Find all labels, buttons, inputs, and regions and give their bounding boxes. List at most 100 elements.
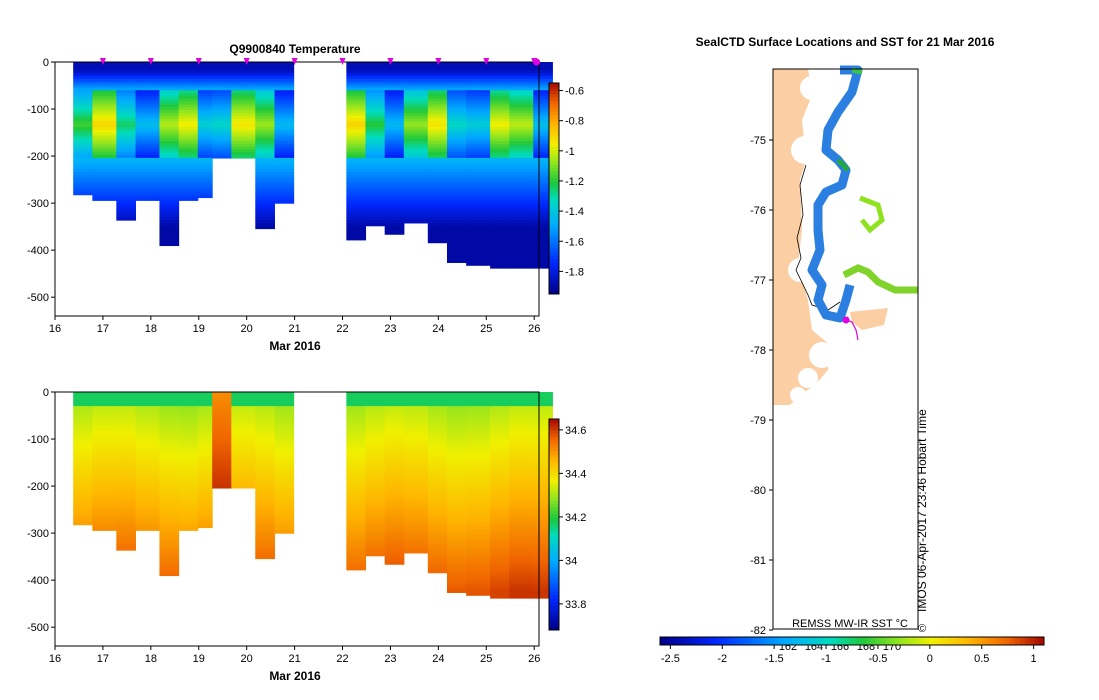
section-cell: [490, 208, 510, 213]
section-cell: [135, 70, 160, 74]
sst-colorbar-segment: [880, 637, 887, 645]
section-cell: [178, 442, 199, 447]
section-cell: [427, 482, 448, 486]
section-cell: [427, 502, 448, 506]
section-cell: [116, 98, 137, 103]
section-cell: [490, 572, 510, 577]
section-cell: [274, 437, 295, 441]
section-cell: [255, 189, 275, 193]
section-cell: [346, 411, 367, 416]
section-cell: [135, 437, 160, 441]
section-cell: [466, 566, 491, 571]
section-cell: [446, 414, 467, 418]
section-cell: [533, 95, 553, 100]
section-cell: [446, 234, 467, 238]
section-cell: [135, 67, 160, 72]
section-cell: [403, 397, 429, 402]
section-cell: [135, 423, 160, 427]
section-cell: [92, 521, 117, 526]
colorbar-segment: [549, 174, 559, 179]
section-cell: [446, 555, 467, 560]
section-cell: [255, 152, 275, 156]
colorbar-segment: [549, 234, 559, 239]
land-mass: [773, 69, 830, 405]
section-cell: [135, 186, 160, 190]
section-cell: [346, 234, 367, 238]
section-cell: [533, 135, 553, 139]
section-cell: [427, 411, 448, 416]
section-cell: [384, 95, 405, 100]
section-cell: [255, 547, 275, 551]
section-cell: [274, 476, 295, 481]
section-cell: [116, 84, 137, 88]
section-cell: [446, 129, 467, 134]
section-cell: [466, 239, 491, 244]
section-cell: [427, 454, 448, 458]
section-cell: [135, 487, 160, 492]
section-cell: [403, 138, 429, 142]
section-cell: [274, 155, 295, 159]
section-cell: [466, 451, 491, 455]
section-cell: [197, 439, 213, 444]
section-cell: [384, 217, 405, 221]
section-cell: [365, 535, 386, 540]
section-cell: [403, 90, 429, 94]
section-cell: [365, 408, 386, 413]
section-cell: [159, 566, 180, 571]
section-cell: [159, 242, 180, 247]
section-cell: [274, 118, 295, 122]
section-cell: [92, 445, 117, 450]
section-cell: [427, 155, 448, 159]
section-cell: [159, 499, 180, 503]
section-cell: [231, 76, 256, 80]
section-cell: [403, 220, 429, 224]
section-cell: [365, 64, 386, 69]
section-cell: [490, 454, 510, 458]
section-cell: [446, 70, 467, 74]
section-cell: [159, 152, 180, 156]
section-cell: [116, 487, 137, 492]
section-cell: [533, 76, 553, 80]
section-cell: [365, 423, 386, 427]
temperature-chart-title: Q9900840 Temperature: [229, 42, 361, 56]
section-cell: [92, 126, 117, 131]
section-cell: [466, 394, 491, 399]
section-cell: [116, 502, 137, 506]
section-cell: [346, 205, 367, 210]
section-cell: [446, 468, 467, 472]
section-cell: [533, 442, 553, 447]
section-cell: [384, 431, 405, 435]
section-cell: [135, 468, 160, 472]
section-cell: [490, 507, 510, 512]
section-cell: [178, 513, 199, 517]
section-cell: [403, 197, 429, 201]
section-cell: [427, 126, 448, 131]
section-cell: [365, 499, 386, 503]
section-cell: [159, 462, 180, 466]
section-cell: [533, 496, 553, 500]
section-cell: [73, 62, 93, 66]
section-cell: [384, 101, 405, 105]
section-cell: [533, 208, 553, 213]
section-cell: [533, 81, 553, 86]
section-cell: [384, 535, 405, 540]
section-cell: [135, 191, 160, 196]
sst-colorbar-segment: [861, 637, 867, 645]
section-cell: [274, 62, 295, 66]
section-cell: [490, 186, 510, 190]
section-cell: [490, 578, 510, 582]
section-cell: [384, 552, 405, 557]
section-cell: [427, 87, 448, 91]
section-cell: [466, 414, 491, 418]
section-cell: [403, 183, 429, 187]
colorbar-segment: [549, 114, 559, 119]
section-cell: [92, 414, 117, 418]
colorbar-segment: [549, 513, 559, 518]
section-cell: [533, 109, 553, 114]
section-cell: [197, 451, 213, 455]
section-cell: [384, 177, 405, 182]
section-cell: [274, 439, 295, 444]
section-cell: [212, 442, 232, 447]
section-cell: [231, 112, 256, 117]
section-cell: [255, 527, 275, 531]
